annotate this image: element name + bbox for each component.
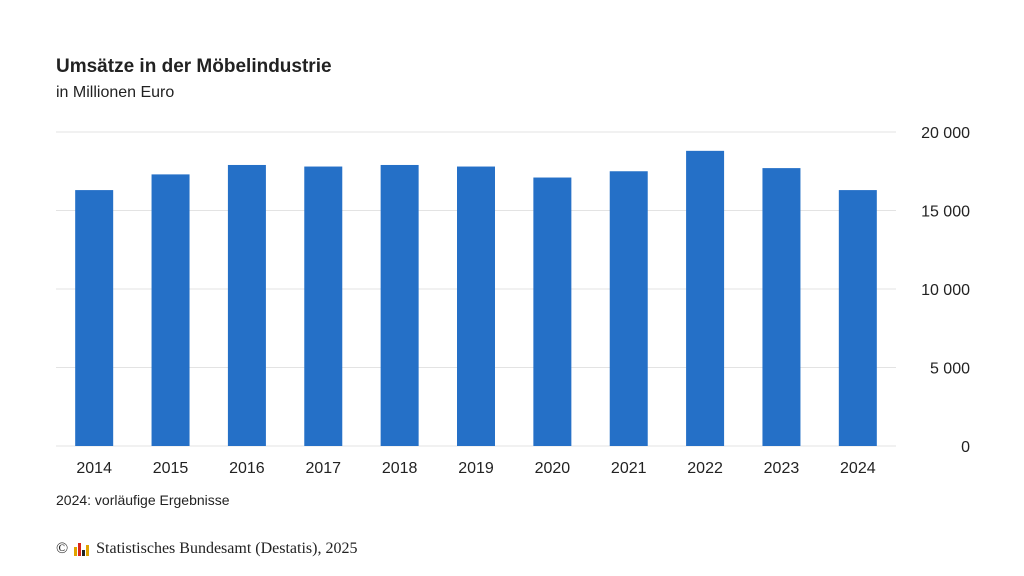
bar[interactable] xyxy=(762,168,801,447)
x-tick-label: 2018 xyxy=(382,460,418,477)
bar[interactable] xyxy=(380,164,419,446)
y-tick-label: 5 000 xyxy=(930,361,970,378)
bar[interactable] xyxy=(304,166,343,447)
logo-bar xyxy=(82,550,86,556)
y-tick-label: 20 000 xyxy=(921,125,970,142)
copyright-symbol: © xyxy=(56,540,69,557)
x-tick-label: 2020 xyxy=(535,460,571,477)
x-tick-label: 2024 xyxy=(840,460,876,477)
bar[interactable] xyxy=(75,190,114,446)
x-tick-label: 2022 xyxy=(687,460,723,477)
x-tick-label: 2021 xyxy=(611,460,647,477)
bar[interactable] xyxy=(457,166,495,447)
bar[interactable] xyxy=(227,164,266,446)
bar[interactable] xyxy=(838,190,877,446)
source-text: Statistisches Bundesamt (Destatis), 2025 xyxy=(96,540,358,557)
x-tick-label: 2017 xyxy=(305,460,341,477)
logo-bar xyxy=(78,543,82,556)
y-tick-label: 10 000 xyxy=(921,282,970,299)
x-tick-label: 2019 xyxy=(458,460,494,477)
x-tick-label: 2014 xyxy=(76,460,112,477)
logo-bar xyxy=(74,547,78,556)
logo-bar xyxy=(86,545,90,556)
y-tick-label: 0 xyxy=(961,439,970,456)
destatis-logo-icon xyxy=(74,542,90,556)
x-tick-label: 2015 xyxy=(153,460,189,477)
source-line: © Statistisches Bundesamt (Destatis), 20… xyxy=(56,540,357,558)
bar[interactable] xyxy=(609,171,648,446)
bar[interactable] xyxy=(686,150,725,446)
x-tick-label: 2016 xyxy=(229,460,265,477)
bar[interactable] xyxy=(151,174,190,446)
chart-subtitle: in Millionen Euro xyxy=(56,84,175,101)
footnote: 2024: vorläufige Ergebnisse xyxy=(56,492,230,508)
x-tick-label: 2023 xyxy=(764,460,800,477)
y-tick-label: 15 000 xyxy=(921,204,970,221)
chart-title: Umsätze in der Möbelindustrie xyxy=(56,56,332,77)
bar[interactable] xyxy=(533,177,572,446)
